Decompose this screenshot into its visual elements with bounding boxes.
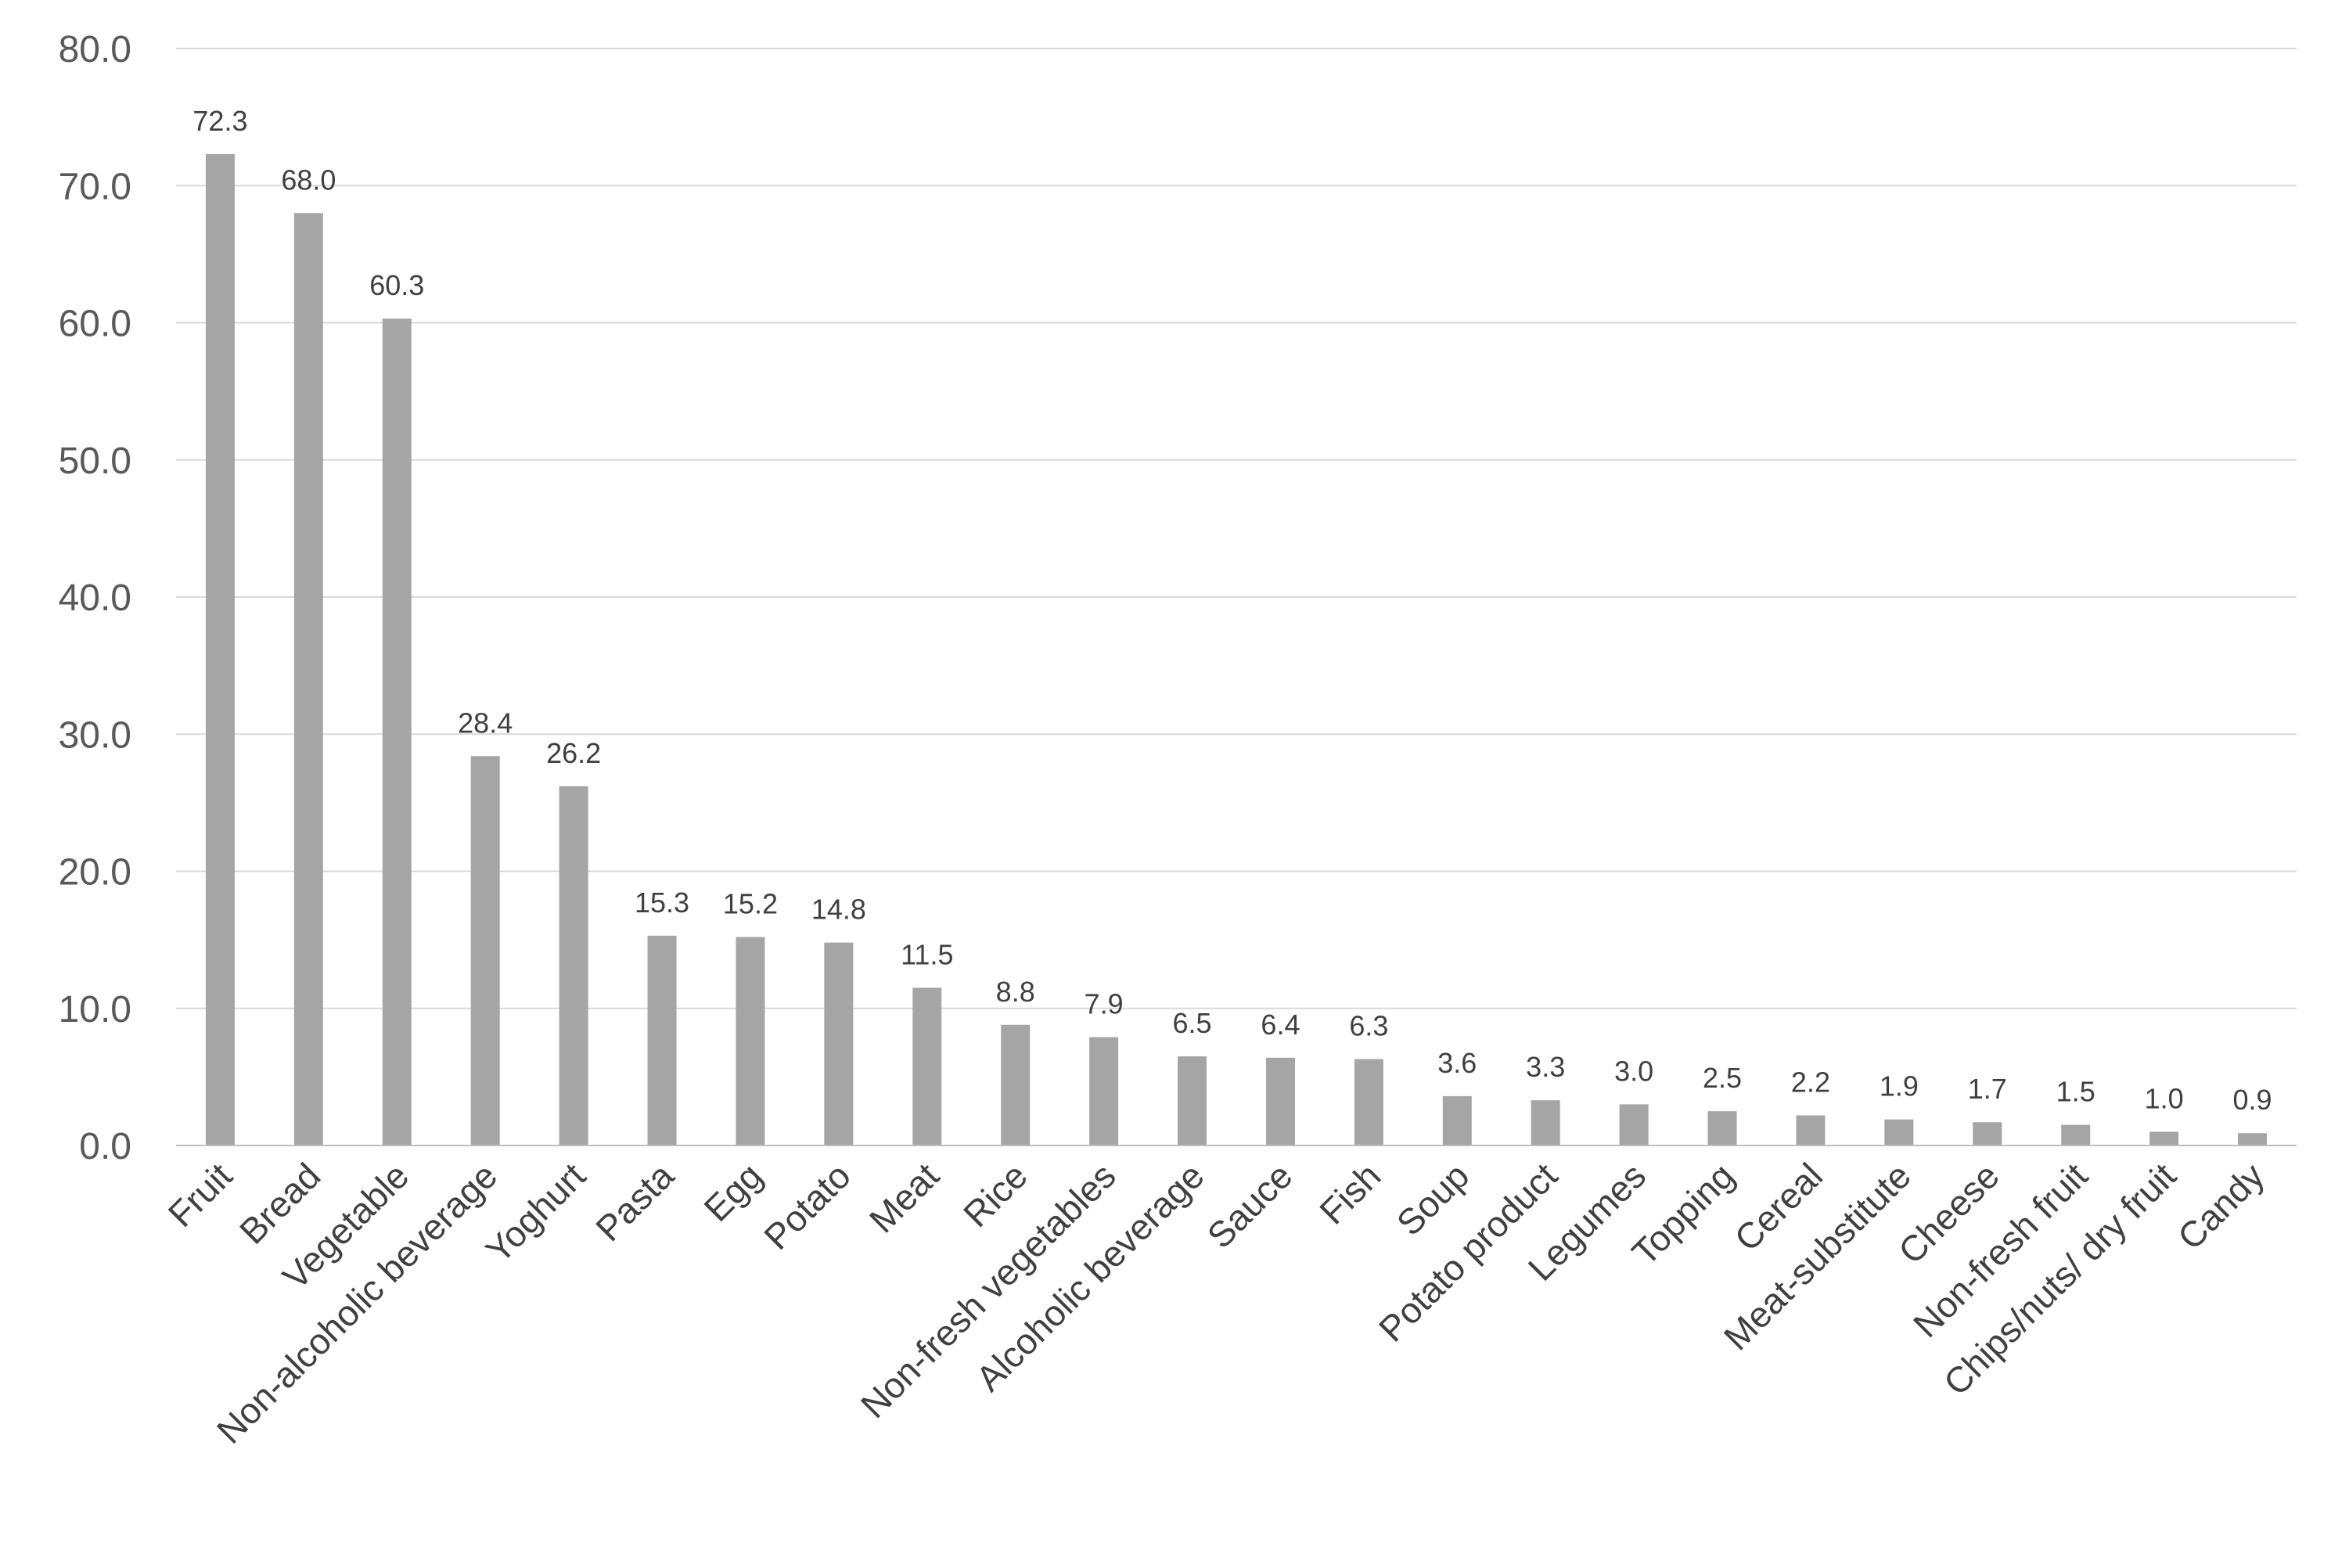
data-label: 3.6 [1437,1047,1477,1079]
bar [736,937,765,1145]
bar [2149,1131,2179,1145]
data-label: 15.3 [635,886,689,919]
x-tick-label: Fruit [160,1155,240,1235]
x-tick-label: Rice [955,1155,1035,1235]
x-tick-label: Meat [862,1155,947,1240]
data-label: 68.0 [281,164,336,196]
bar [1531,1100,1560,1145]
bar [1619,1104,1649,1145]
data-label: 0.9 [2233,1084,2272,1116]
bar [559,786,588,1145]
data-label: 8.8 [996,976,1035,1008]
y-tick-label: 50.0 [59,441,131,482]
x-tick-label: Potato [756,1155,858,1257]
bar [1884,1119,1914,1145]
bar [1973,1122,2002,1145]
x-tick-label: Yoghurt [477,1155,593,1271]
data-label: 7.9 [1085,988,1124,1020]
bar [1707,1111,1737,1145]
data-label: 2.2 [1791,1066,1830,1098]
bar [1796,1115,1826,1145]
data-label: 1.5 [2056,1076,2095,1108]
bar [1001,1024,1031,1145]
bar [1354,1059,1383,1145]
data-label: 2.5 [1703,1062,1742,1094]
data-label: 14.8 [811,894,866,926]
bars [205,153,2268,1146]
y-tick-label: 0.0 [79,1126,131,1167]
bar [1442,1095,1472,1145]
data-label: 1.9 [1880,1070,1919,1102]
data-label: 3.3 [1526,1051,1565,1083]
y-tick-label: 60.0 [59,304,131,345]
bar [1178,1056,1207,1145]
y-tick-label: 40.0 [59,577,131,619]
bar [1089,1037,1119,1145]
data-label: 15.2 [723,888,778,920]
data-label: 1.7 [1968,1073,2007,1105]
bar [205,153,235,1145]
bar [1265,1057,1295,1145]
data-labels: 72.3 68.0 60.3 28.4 26.2 15.3 15.2 14.8 11.5 8.8 7… [192,105,2272,1116]
y-axis-ticks: 0.0 10.0 20.0 30.0 40.0 50.0 60.0 70.0 80.0 [59,29,131,1167]
bar [824,942,854,1145]
data-label: 28.4 [458,707,513,739]
y-tick-label: 10.0 [59,989,131,1030]
gridlines [176,48,2297,1009]
data-label: 6.5 [1173,1007,1212,1039]
bar [382,318,412,1146]
bar [2238,1133,2268,1145]
y-tick-label: 30.0 [59,714,131,756]
data-label: 3.0 [1614,1055,1653,1087]
data-label: 11.5 [901,938,953,970]
bar [293,213,323,1145]
y-tick-label: 70.0 [59,166,131,207]
data-label: 26.2 [546,737,601,769]
x-tick-label: Sauce [1200,1155,1300,1256]
bar [912,987,942,1145]
bar [647,935,677,1145]
y-tick-label: 80.0 [59,29,131,70]
bar [470,756,500,1145]
y-tick-label: 20.0 [59,852,131,894]
data-label: 6.4 [1261,1009,1300,1041]
x-tick-label: Pasta [588,1155,682,1249]
data-label: 60.3 [369,269,424,301]
data-label: 72.3 [192,105,247,137]
x-tick-label: Egg [696,1155,770,1229]
x-tick-label: Candy [2170,1155,2272,1257]
data-label: 1.0 [2145,1082,2184,1114]
bar [2061,1124,2091,1145]
x-tick-label: Fish [1311,1155,1388,1232]
data-label: 6.3 [1349,1010,1388,1042]
